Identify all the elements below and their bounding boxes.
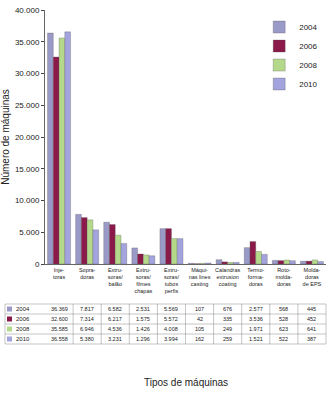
svg-text:5.572: 5.572 (164, 316, 178, 322)
svg-text:105: 105 (195, 326, 204, 332)
svg-text:2008: 2008 (16, 326, 30, 332)
svg-text:36.558: 36.558 (51, 336, 68, 342)
svg-text:2006: 2006 (299, 42, 317, 51)
svg-text:0: 0 (35, 260, 40, 269)
svg-text:107: 107 (195, 306, 204, 312)
svg-text:Extru-soras/balão: Extru-soras/balão (108, 267, 123, 287)
svg-text:445: 445 (307, 306, 316, 312)
svg-text:7.314: 7.314 (80, 316, 94, 322)
svg-text:Sopra-doras: Sopra-doras (79, 267, 96, 280)
svg-text:1.426: 1.426 (136, 326, 150, 332)
svg-text:2.577: 2.577 (249, 306, 263, 312)
svg-text:641: 641 (307, 326, 316, 332)
svg-text:387: 387 (307, 336, 316, 342)
svg-text:36.369: 36.369 (51, 306, 68, 312)
svg-text:4.008: 4.008 (164, 326, 178, 332)
svg-text:6.217: 6.217 (108, 316, 122, 322)
svg-text:Roto-molda-doras: Roto-molda-doras (275, 267, 292, 287)
svg-text:Extru-soras/filmeschapas: Extru-soras/filmeschapas (134, 267, 152, 294)
svg-text:20.000: 20.000 (15, 133, 40, 142)
svg-text:35.000: 35.000 (15, 38, 40, 47)
svg-text:335: 335 (223, 316, 232, 322)
svg-text:Molda-dorasde EPS: Molda-dorasde EPS (303, 267, 322, 287)
svg-text:2004: 2004 (299, 23, 317, 32)
svg-text:42: 42 (197, 316, 203, 322)
svg-text:5.380: 5.380 (80, 336, 94, 342)
svg-text:4.536: 4.536 (108, 326, 122, 332)
svg-text:40.000: 40.000 (15, 6, 40, 15)
svg-text:528: 528 (279, 316, 288, 322)
svg-text:15.000: 15.000 (15, 165, 40, 174)
svg-text:5.000: 5.000 (19, 228, 40, 237)
svg-text:1.971: 1.971 (249, 326, 263, 332)
svg-text:25.000: 25.000 (15, 101, 40, 110)
svg-text:3.994: 3.994 (164, 336, 178, 342)
svg-text:1.521: 1.521 (249, 336, 263, 342)
svg-text:2008: 2008 (299, 61, 317, 70)
svg-text:2010: 2010 (299, 80, 317, 89)
svg-text:6.946: 6.946 (80, 326, 94, 332)
svg-text:30.000: 30.000 (15, 69, 40, 78)
svg-text:2010: 2010 (16, 336, 30, 342)
svg-text:Termo-forma-doras: Termo-forma-doras (247, 267, 264, 287)
svg-text:5.569: 5.569 (164, 306, 178, 312)
svg-text:452: 452 (307, 316, 316, 322)
svg-text:249: 249 (223, 326, 232, 332)
svg-text:623: 623 (279, 326, 288, 332)
svg-text:3.536: 3.536 (249, 316, 263, 322)
svg-text:1.575: 1.575 (136, 316, 150, 322)
svg-text:2.531: 2.531 (136, 306, 150, 312)
svg-text:259: 259 (223, 336, 232, 342)
svg-text:522: 522 (279, 336, 288, 342)
svg-text:3.231: 3.231 (108, 336, 122, 342)
svg-text:32.600: 32.600 (51, 316, 68, 322)
svg-text:Tipos de máquinas: Tipos de máquinas (144, 377, 228, 388)
svg-text:Máqui-nas linescasting: Máqui-nas linescasting (189, 267, 211, 287)
svg-text:Calandrasextrusioncoating: Calandrasextrusioncoating (215, 267, 240, 287)
svg-text:Inje-toras: Inje-toras (53, 267, 65, 280)
svg-text:10.000: 10.000 (15, 196, 40, 205)
svg-text:2004: 2004 (16, 306, 30, 312)
svg-text:2006: 2006 (16, 316, 30, 322)
svg-text:7.817: 7.817 (80, 306, 94, 312)
svg-text:1.296: 1.296 (136, 336, 150, 342)
svg-text:Extru-soras/tubosperfis: Extru-soras/tubosperfis (164, 267, 179, 294)
svg-text:162: 162 (195, 336, 204, 342)
svg-text:35.585: 35.585 (51, 326, 68, 332)
svg-text:Número de máquinas: Número de máquinas (0, 89, 11, 185)
svg-text:6.582: 6.582 (108, 306, 122, 312)
svg-text:676: 676 (223, 306, 232, 312)
svg-text:568: 568 (279, 306, 288, 312)
